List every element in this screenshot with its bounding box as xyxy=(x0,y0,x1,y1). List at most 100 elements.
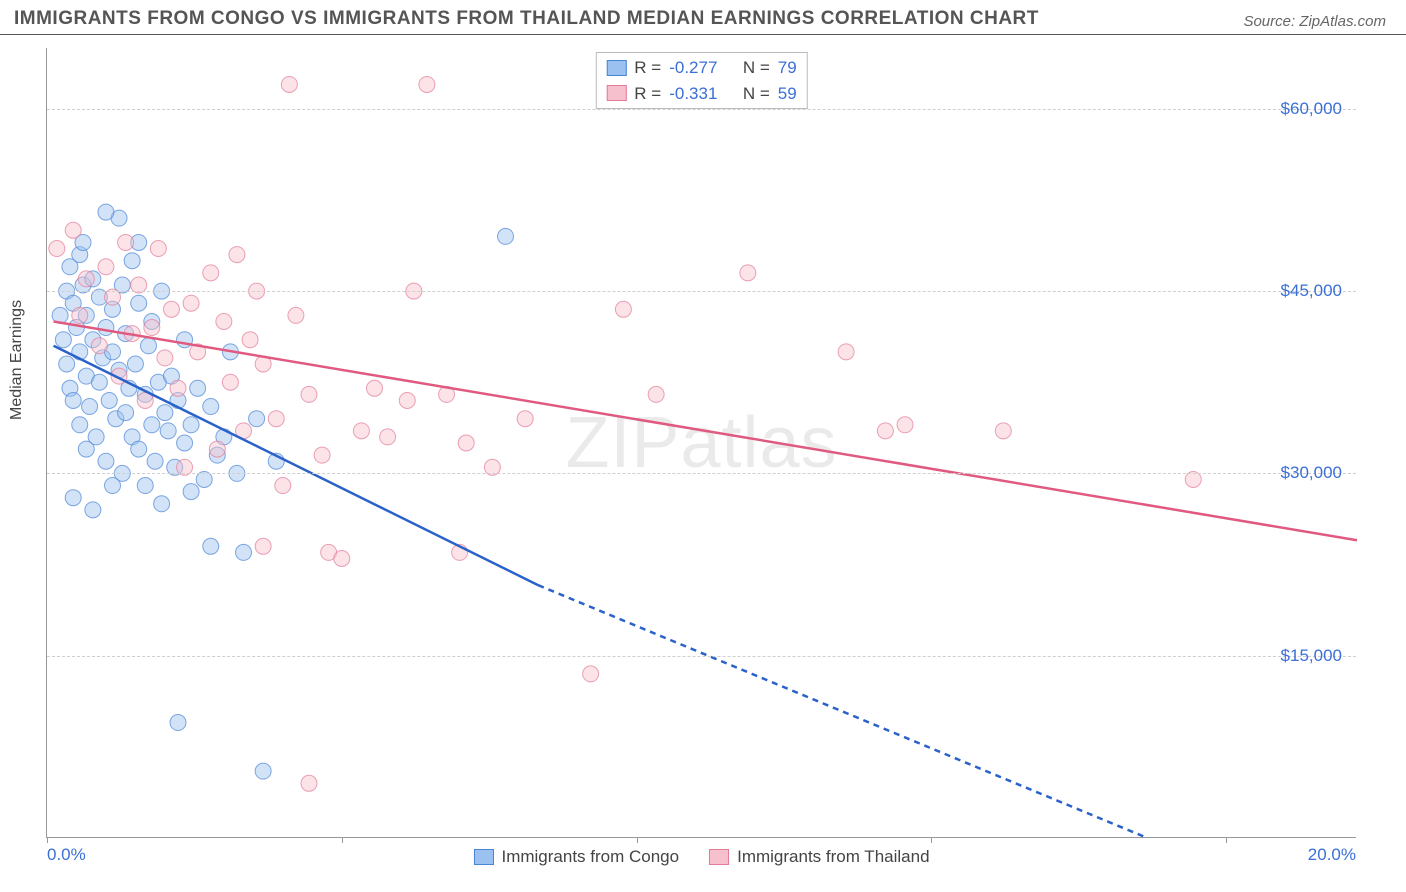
legend-label-thailand: Immigrants from Thailand xyxy=(737,847,929,867)
plot-area: ZIPatlas R = -0.277 N = 79 R = -0.331 N … xyxy=(46,48,1356,838)
data-point xyxy=(740,265,756,281)
data-point xyxy=(517,411,533,427)
data-point xyxy=(59,356,75,372)
data-point xyxy=(353,423,369,439)
data-point xyxy=(236,544,252,560)
swatch-thailand xyxy=(606,85,626,101)
data-point xyxy=(498,228,514,244)
data-point xyxy=(314,447,330,463)
data-point xyxy=(367,380,383,396)
data-point xyxy=(419,76,435,92)
data-point xyxy=(72,417,88,433)
data-point xyxy=(91,374,107,390)
chart-title: IMMIGRANTS FROM CONGO VS IMMIGRANTS FROM… xyxy=(14,8,1039,30)
n-label: N = xyxy=(743,81,770,107)
title-bar: IMMIGRANTS FROM CONGO VS IMMIGRANTS FROM… xyxy=(0,0,1406,35)
data-point xyxy=(131,295,147,311)
trend-line xyxy=(54,346,539,585)
data-point xyxy=(183,484,199,500)
x-tick-label: 20.0% xyxy=(1308,845,1356,865)
data-point xyxy=(209,441,225,457)
gridline xyxy=(47,656,1356,657)
data-point xyxy=(49,241,65,257)
y-axis-label: Median Earnings xyxy=(8,300,26,420)
data-point xyxy=(160,423,176,439)
n-value-congo: 79 xyxy=(778,55,797,81)
data-point xyxy=(105,478,121,494)
swatch-thailand-bottom xyxy=(709,849,729,865)
data-point xyxy=(995,423,1011,439)
legend-item-congo: Immigrants from Congo xyxy=(473,847,679,867)
chart-svg xyxy=(47,48,1356,837)
data-point xyxy=(288,307,304,323)
data-point xyxy=(157,350,173,366)
data-point xyxy=(157,405,173,421)
data-point xyxy=(249,411,265,427)
n-label: N = xyxy=(743,55,770,81)
x-tick xyxy=(637,837,638,843)
x-tick xyxy=(1226,837,1227,843)
data-point xyxy=(131,441,147,457)
data-point xyxy=(190,380,206,396)
legend-item-thailand: Immigrants from Thailand xyxy=(709,847,929,867)
data-point xyxy=(203,399,219,415)
data-point xyxy=(98,259,114,275)
data-point xyxy=(897,417,913,433)
data-point xyxy=(183,295,199,311)
data-point xyxy=(98,453,114,469)
data-point xyxy=(124,253,140,269)
data-point xyxy=(98,320,114,336)
x-tick xyxy=(931,837,932,843)
data-point xyxy=(334,550,350,566)
data-point xyxy=(147,453,163,469)
data-point xyxy=(91,338,107,354)
data-point xyxy=(222,374,238,390)
data-point xyxy=(648,386,664,402)
data-point xyxy=(150,241,166,257)
data-point xyxy=(170,715,186,731)
r-label: R = xyxy=(634,81,661,107)
data-point xyxy=(78,271,94,287)
data-point xyxy=(137,478,153,494)
r-value-thailand: -0.331 xyxy=(669,81,717,107)
y-tick-label: $60,000 xyxy=(1281,99,1342,119)
data-point xyxy=(301,775,317,791)
y-tick-label: $45,000 xyxy=(1281,281,1342,301)
data-point xyxy=(78,441,94,457)
data-point xyxy=(72,307,88,323)
x-tick xyxy=(47,837,48,843)
data-point xyxy=(163,301,179,317)
data-point xyxy=(281,76,297,92)
correlation-legend: R = -0.277 N = 79 R = -0.331 N = 59 xyxy=(595,52,807,109)
n-value-thailand: 59 xyxy=(778,81,797,107)
data-point xyxy=(65,490,81,506)
data-point xyxy=(301,386,317,402)
r-label: R = xyxy=(634,55,661,81)
data-point xyxy=(458,435,474,451)
trend-line xyxy=(538,585,1147,838)
data-point xyxy=(141,338,157,354)
series-legend: Immigrants from Congo Immigrants from Th… xyxy=(473,847,929,867)
gridline xyxy=(47,473,1356,474)
data-point xyxy=(380,429,396,445)
source-label: Source: ZipAtlas.com xyxy=(1243,13,1386,30)
data-point xyxy=(127,356,143,372)
gridline xyxy=(47,291,1356,292)
data-point xyxy=(82,399,98,415)
data-point xyxy=(98,204,114,220)
r-value-congo: -0.277 xyxy=(669,55,717,81)
data-point xyxy=(101,392,117,408)
swatch-congo xyxy=(606,60,626,76)
data-point xyxy=(183,417,199,433)
data-point xyxy=(275,478,291,494)
data-point xyxy=(255,538,271,554)
data-point xyxy=(65,392,81,408)
data-point xyxy=(877,423,893,439)
data-point xyxy=(170,380,186,396)
data-point xyxy=(229,247,245,263)
data-point xyxy=(268,411,284,427)
data-point xyxy=(255,763,271,779)
data-point xyxy=(399,392,415,408)
data-point xyxy=(203,265,219,281)
data-point xyxy=(85,502,101,518)
